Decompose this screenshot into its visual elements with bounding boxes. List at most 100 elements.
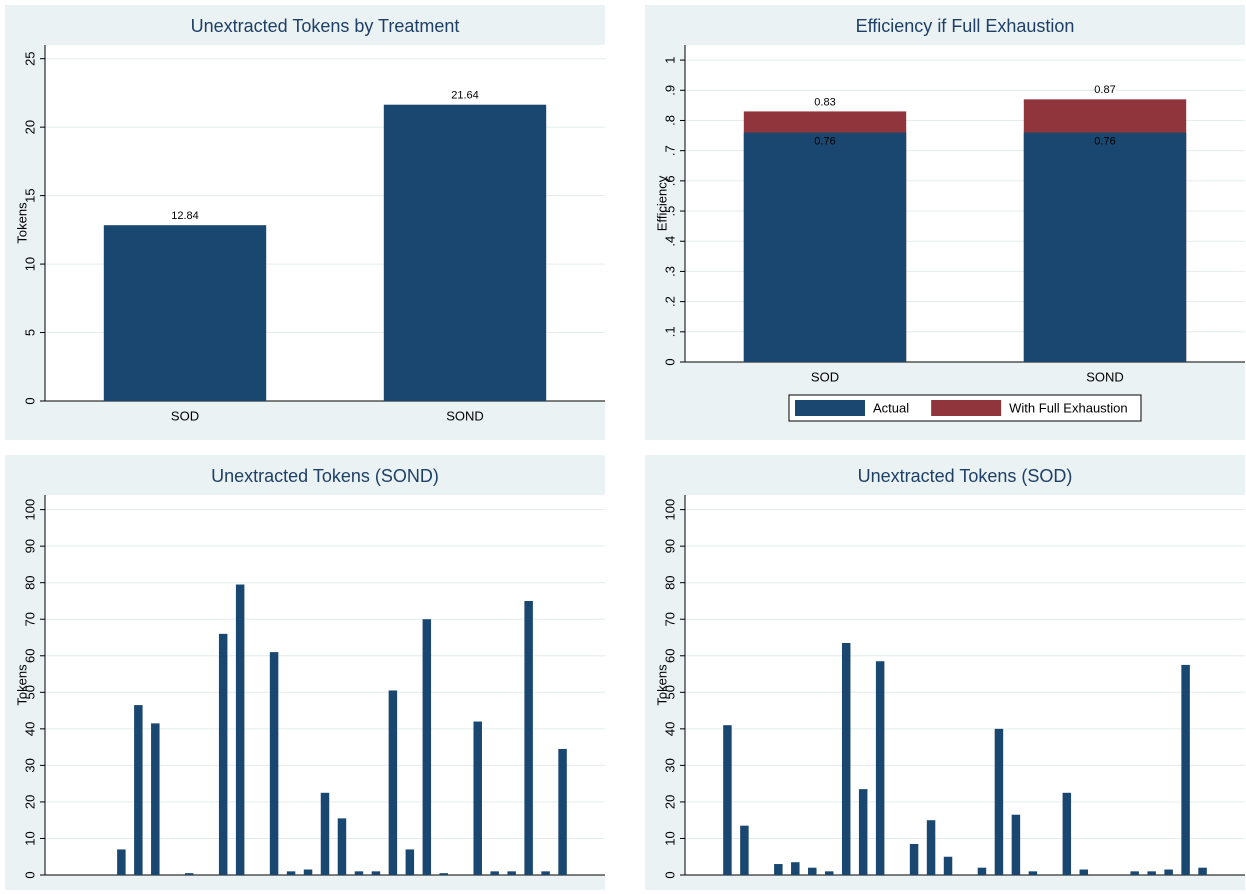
bar: [269, 652, 279, 875]
data-label: 0.83: [814, 96, 835, 108]
y-tick-label: 40: [662, 722, 677, 736]
y-tick-label: 60: [22, 649, 37, 663]
y-tick-label: 90: [662, 539, 677, 553]
y-tick-label: 80: [22, 575, 37, 589]
bar: [858, 789, 868, 875]
y-tick-label: 0: [662, 871, 677, 878]
bar: [1028, 871, 1038, 875]
bar: [383, 104, 547, 402]
data-label: 0.76: [1094, 135, 1115, 147]
bar: [977, 867, 987, 875]
bar: [134, 705, 143, 875]
bar: [185, 873, 194, 875]
bar: [994, 728, 1004, 875]
chart-panel: Unextracted Tokens by Treatment Tokens 0 5 1…: [5, 5, 605, 440]
chart-title: Unextracted Tokens by Treatment: [191, 16, 460, 36]
bar: [926, 820, 936, 875]
bar: [151, 723, 160, 875]
y-axis-title: Tokens: [14, 202, 29, 244]
bar: [1023, 132, 1187, 362]
bar: [1198, 867, 1207, 875]
y-tick-label: 10: [22, 257, 37, 271]
bar: [405, 849, 415, 875]
bar: [473, 721, 482, 875]
bar: [1181, 664, 1190, 875]
y-axis-title: Tokens: [14, 664, 29, 706]
y-tick-label: 50: [22, 685, 37, 699]
legend-label: With Full Exhaustion: [1009, 400, 1128, 415]
bar: [524, 600, 533, 875]
bar: [774, 864, 783, 875]
y-tick-label: 100: [662, 499, 677, 521]
y-tick-label: .4: [662, 236, 677, 247]
x-tick-label: SOD: [171, 408, 199, 423]
x-tick-label: SOND: [446, 408, 484, 423]
bar: [723, 725, 732, 875]
y-tick-label: .5: [662, 206, 677, 217]
y-tick-label: 15: [22, 188, 37, 202]
y-tick-label: .8: [662, 115, 677, 126]
y-tick-label: 0: [662, 358, 677, 365]
bar: [1062, 792, 1072, 875]
bar: [490, 871, 499, 875]
legend-swatch: [795, 400, 865, 416]
y-tick-label: 20: [22, 795, 37, 809]
bar: [1164, 869, 1173, 875]
bar: [909, 843, 919, 875]
bar: [1130, 871, 1139, 875]
chart-panel: Unextracted Tokens (SOD) Tokens 0 10 20 30 40 5…: [645, 455, 1245, 890]
y-tick-label: .2: [662, 296, 677, 307]
y-tick-label: 60: [662, 649, 677, 663]
y-tick-label: 80: [662, 575, 677, 589]
y-tick-label: 100: [22, 499, 37, 521]
bar: [507, 871, 516, 875]
legend-label: Actual: [873, 400, 909, 415]
y-tick-label: 25: [22, 51, 37, 65]
bar: [103, 225, 267, 401]
y-tick-label: 20: [22, 120, 37, 134]
bar: [354, 871, 364, 875]
bar: [1079, 869, 1089, 875]
data-label: 0.87: [1094, 84, 1115, 96]
bar: [841, 642, 851, 875]
bar: [943, 856, 953, 875]
y-tick-label: 30: [22, 758, 37, 772]
y-tick-label: 0: [22, 397, 37, 404]
bar: [235, 584, 245, 875]
chart-title: Unextracted Tokens (SOD): [858, 466, 1073, 486]
y-tick-label: 50: [662, 685, 677, 699]
x-tick-label: SOND: [1086, 369, 1124, 384]
bar: [541, 871, 550, 875]
chart-title: Efficiency if Full Exhaustion: [856, 16, 1075, 36]
bar: [1147, 871, 1156, 875]
bar: [740, 825, 749, 875]
y-axis-title: Tokens: [654, 664, 669, 706]
data-label: 0.76: [814, 135, 835, 147]
bar: [808, 867, 817, 875]
bar: [117, 849, 126, 875]
bar: [791, 862, 800, 875]
bar: [303, 869, 313, 875]
data-label: 21.64: [451, 90, 479, 102]
plot-area: [685, 495, 1245, 875]
chart-panel: Efficiency if Full Exhaustion Efficiency 0…: [645, 5, 1245, 440]
y-tick-label: .6: [662, 175, 677, 186]
y-tick-label: 70: [662, 612, 677, 626]
y-tick-label: .7: [662, 145, 677, 156]
bar: [743, 132, 907, 362]
y-tick-label: 90: [22, 539, 37, 553]
legend-swatch: [931, 400, 1002, 416]
y-tick-label: .1: [662, 326, 677, 337]
bar: [337, 818, 347, 875]
bar: [825, 871, 834, 875]
chart-panel: Unextracted Tokens (SOND) Tokens 0 10 20 30 40…: [5, 455, 605, 890]
bar: [320, 792, 330, 875]
bar: [439, 873, 449, 875]
y-tick-label: .3: [662, 266, 677, 277]
y-tick-label: 10: [22, 831, 37, 845]
y-tick-label: 1: [662, 56, 677, 63]
y-axis-title: Efficiency: [654, 175, 669, 231]
y-tick-label: .9: [662, 85, 677, 96]
